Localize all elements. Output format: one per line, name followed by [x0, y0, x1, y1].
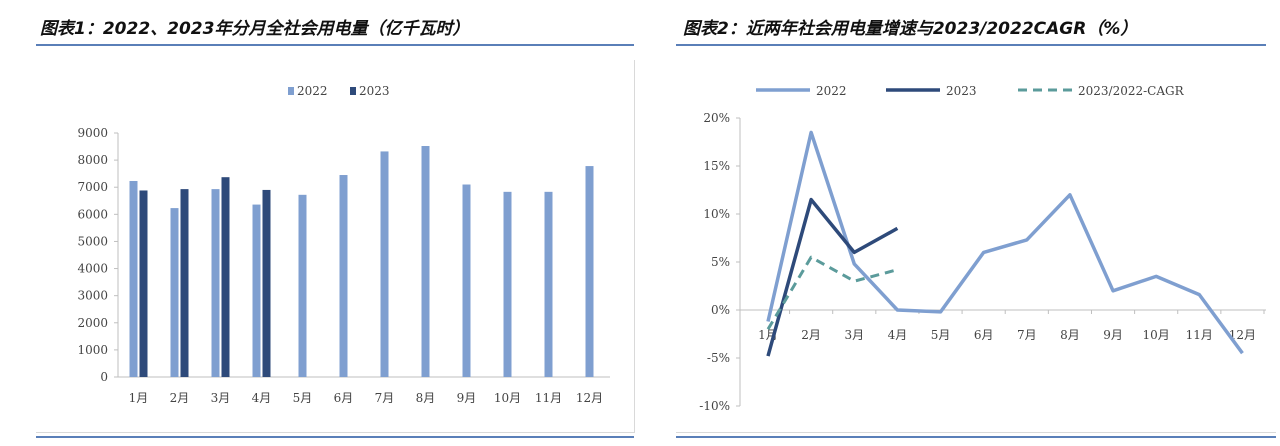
y-tick-label: 10% [703, 207, 730, 221]
x-tick-label: 11月 [535, 391, 562, 405]
legend-label: 2022 [297, 84, 328, 98]
y-tick-label: 7000 [77, 180, 108, 194]
bar-2022 [170, 208, 179, 377]
x-tick-label: 12月 [576, 391, 603, 405]
y-tick-label: -5% [707, 351, 730, 365]
bar-2022 [380, 151, 389, 377]
bar-2022 [421, 146, 430, 377]
x-tick-label: 10月 [494, 391, 521, 405]
x-tick-label: 4月 [888, 328, 908, 342]
x-tick-label: 4月 [252, 391, 272, 405]
bar-2023 [139, 190, 148, 377]
y-tick-label: 5% [711, 255, 730, 269]
y-tick-label: 0% [711, 303, 730, 317]
y-tick-label: 8000 [77, 153, 108, 167]
y-tick-label: 5000 [77, 234, 108, 248]
x-tick-label: 1月 [129, 391, 149, 405]
x-tick-label: 7月 [375, 391, 395, 405]
bar-chart-panel: 0 1000 2000 3000 4000 5000 6000 7000 8000 9000 1月 2… [36, 60, 635, 433]
legend-label: 2022 [816, 84, 847, 98]
x-tick-label: 3月 [211, 391, 231, 405]
title-rule [676, 44, 1266, 46]
y-tick-label: 20% [703, 111, 730, 125]
bar-2022 [544, 191, 553, 377]
x-tick-label: 3月 [844, 328, 864, 342]
title-rule [36, 44, 634, 46]
y-tick-label: 6000 [77, 207, 108, 221]
bar-chart-svg: 0 1000 2000 3000 4000 5000 6000 7000 8000 9000 1月 2… [77, 84, 610, 405]
bar-2022 [298, 194, 307, 377]
bottom-rule [676, 436, 1276, 438]
y-tick-label: 3000 [77, 289, 108, 303]
y-tick-label: 15% [703, 159, 730, 173]
x-tick-label: 6月 [334, 391, 354, 405]
x-tick-label: 9月 [457, 391, 477, 405]
x-tick-label: 2月 [170, 391, 190, 405]
bar-2022 [129, 180, 138, 377]
y-tick-label: -10% [699, 399, 730, 413]
line-chart-panel: -10% -5% 0% 5% 10% 15% 20% 1月 2月 3月 4月 5月 6月 7月 8月 9月 10… [676, 60, 1276, 433]
bottom-rule [36, 436, 634, 438]
chart2-title: 图表2：近两年社会用电量增速与2023/2022CAGR（%） [683, 19, 1138, 39]
bar-2023 [262, 189, 271, 377]
y-tick-label: 4000 [77, 262, 108, 276]
series-line-2023/2022-CAGR [766, 255, 898, 330]
legend-label: 2023 [946, 84, 977, 98]
y-tick-label: 0 [100, 370, 108, 384]
x-tick-label: 9月 [1103, 328, 1123, 342]
line-chart-svg: -10%-5%0%5%10%15%20%1月 2月 3月 4月 5月 6月 7月 8月 9月 10… [699, 84, 1266, 413]
x-tick-label: 8月 [1060, 328, 1080, 342]
x-tick-label: 10月 [1143, 328, 1170, 342]
x-tick-label: 11月 [1186, 328, 1213, 342]
y-tick-label: 1000 [77, 343, 108, 357]
x-tick-label: 5月 [931, 328, 951, 342]
x-tick-label: 2月 [801, 328, 821, 342]
legend-swatch [288, 87, 294, 95]
x-tick-label: 5月 [293, 391, 313, 405]
series-line-2023 [766, 197, 899, 357]
bar-2022 [252, 204, 261, 377]
bar-2022 [339, 175, 348, 377]
bar-2023 [221, 177, 230, 377]
bar-2023 [180, 189, 189, 377]
legend-swatch [350, 87, 356, 95]
bar-2022 [462, 184, 471, 377]
y-tick-label: 2000 [77, 316, 108, 330]
x-tick-label: 8月 [416, 391, 436, 405]
bar-2022 [585, 166, 594, 377]
y-tick-label: 9000 [77, 126, 108, 140]
chart1-title: 图表1：2022、2023年分月全社会用电量（亿千瓦时） [40, 19, 470, 39]
x-tick-label: 12月 [1229, 328, 1256, 342]
bar-2022 [211, 189, 220, 377]
legend-label: 2023 [359, 84, 390, 98]
series-line-2022 [766, 130, 1244, 355]
legend-label: 2023/2022-CAGR [1078, 84, 1185, 98]
x-tick-label: 6月 [974, 328, 994, 342]
x-tick-label: 7月 [1017, 328, 1037, 342]
bar-2022 [503, 191, 512, 377]
